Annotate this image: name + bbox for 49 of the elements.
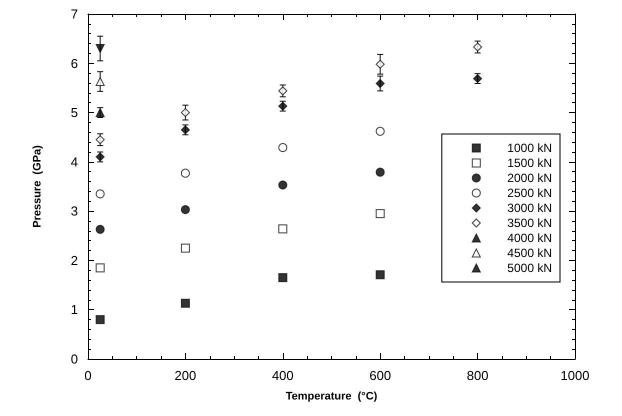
- point: [96, 315, 105, 324]
- y-tick-label: 4: [70, 154, 78, 170]
- legend-label: 3500 kN: [507, 216, 552, 230]
- point: [376, 126, 385, 136]
- point: [278, 86, 288, 96]
- legend-label: 5000 kN: [507, 261, 552, 275]
- x-tick-label: 800: [466, 368, 488, 383]
- point: [376, 270, 385, 280]
- legend-label: 2000 kN: [507, 171, 552, 185]
- point: [180, 168, 190, 178]
- y-tick-label: 5: [70, 105, 78, 120]
- y-tick-label: 7: [70, 6, 78, 22]
- point: [180, 244, 190, 253]
- y-tick-label: 2: [70, 252, 78, 268]
- x-tick-label: 600: [369, 368, 392, 383]
- point: [278, 273, 288, 282]
- point: [180, 108, 190, 118]
- y-tick-label: 6: [70, 56, 78, 71]
- point: [278, 180, 288, 190]
- point: [376, 60, 385, 69]
- legend-label: 4500 kN: [507, 246, 552, 260]
- legend-label: 3000 kN: [507, 201, 552, 215]
- legend-label: 1000 kN: [507, 141, 552, 155]
- point: [96, 135, 105, 144]
- point: [180, 298, 190, 308]
- y-tick-label: 3: [70, 204, 78, 219]
- point: [96, 263, 105, 272]
- x-tick-label: 400: [272, 368, 294, 383]
- x-tick-label: 0: [84, 368, 92, 383]
- point: [96, 44, 105, 53]
- point: [96, 189, 105, 198]
- legend-label: 4000 kN: [507, 231, 552, 245]
- x-axis-title: Temperature (°C): [286, 390, 378, 402]
- point: [278, 224, 288, 234]
- point: [376, 168, 385, 177]
- point: [96, 224, 105, 234]
- point: [376, 78, 385, 88]
- y-axis-title: Pressure (GPa): [32, 144, 44, 228]
- point: [180, 205, 190, 214]
- point: [278, 143, 288, 152]
- y-tick-label: 0: [70, 352, 78, 366]
- x-tick-label: 1000: [560, 368, 590, 383]
- point: [96, 77, 105, 86]
- point: [376, 209, 385, 218]
- y-tick-label: 1: [70, 302, 78, 318]
- point: [473, 42, 482, 52]
- x-tick-label: 200: [174, 368, 196, 383]
- legend-label: 2500 kN: [507, 186, 552, 200]
- legend-label: 1500 kN: [507, 156, 552, 170]
